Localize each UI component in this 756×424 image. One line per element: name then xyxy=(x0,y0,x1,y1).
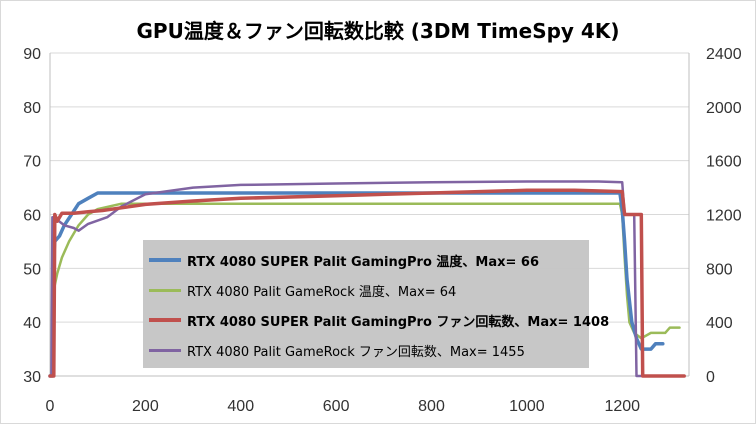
y-left-tick-label: 60 xyxy=(23,208,41,225)
legend-item-series-2: RTX 4080 Palit GameRock 温度、Max= 64 xyxy=(149,279,456,301)
y-right-tick-label: 1600 xyxy=(706,154,742,171)
x-tick-label: 400 xyxy=(227,398,254,415)
y-left-tick-label: 30 xyxy=(23,369,41,386)
legend-item-series-1: RTX 4080 SUPER Palit GamingPro 温度、Max= 6… xyxy=(149,249,539,271)
y-left-tick-label: 80 xyxy=(23,100,41,117)
y-left-tick-label: 50 xyxy=(23,261,41,278)
y-left-tick-label: 70 xyxy=(23,154,41,171)
legend-label-series-2: RTX 4080 Palit GameRock 温度、Max= 64 xyxy=(187,284,457,300)
legend-label-series-1: RTX 4080 SUPER Palit GamingPro 温度、Max= 6… xyxy=(187,254,540,270)
x-tick-label: 0 xyxy=(46,398,55,415)
legend-swatch-series-2 xyxy=(149,288,181,292)
legend-swatch-series-1 xyxy=(149,258,181,262)
legend-swatch-series-3 xyxy=(149,318,181,322)
series-line-2 xyxy=(48,202,681,378)
x-tick-label: 200 xyxy=(132,398,159,415)
series-line-3 xyxy=(48,188,686,378)
y-right-tick-label: 400 xyxy=(706,315,733,332)
y-right-tick-label: 0 xyxy=(706,369,715,386)
x-tick-label: 1200 xyxy=(604,398,640,415)
legend-item-series-3: RTX 4080 SUPER Palit GamingPro ファン回転数、Ma… xyxy=(149,309,609,331)
x-tick-label: 800 xyxy=(418,398,445,415)
y-right-tick-label: 1200 xyxy=(706,208,742,225)
x-tick-label: 600 xyxy=(323,398,350,415)
y-left-tick-label: 90 xyxy=(23,46,41,63)
y-right-tick-label: 2400 xyxy=(706,46,742,63)
y-right-tick-label: 800 xyxy=(706,261,733,278)
legend-label-series-4: RTX 4080 Palit GameRock ファン回転数、Max= 1455 xyxy=(187,344,525,360)
x-tick-label: 1000 xyxy=(509,398,545,415)
y-left-tick-label: 40 xyxy=(23,315,41,332)
legend-label-series-3: RTX 4080 SUPER Palit GamingPro ファン回転数、Ma… xyxy=(187,314,610,330)
legend-swatch-series-4 xyxy=(149,348,181,352)
chart-title: GPU温度＆ファン回転数比較 (3DM TimeSpy 4K) xyxy=(136,19,620,43)
y-right-tick-label: 2000 xyxy=(706,100,742,117)
legend-item-series-4: RTX 4080 Palit GameRock ファン回転数、Max= 1455 xyxy=(149,339,525,361)
legend: RTX 4080 SUPER Palit GamingPro 温度、Max= 6… xyxy=(143,240,609,368)
